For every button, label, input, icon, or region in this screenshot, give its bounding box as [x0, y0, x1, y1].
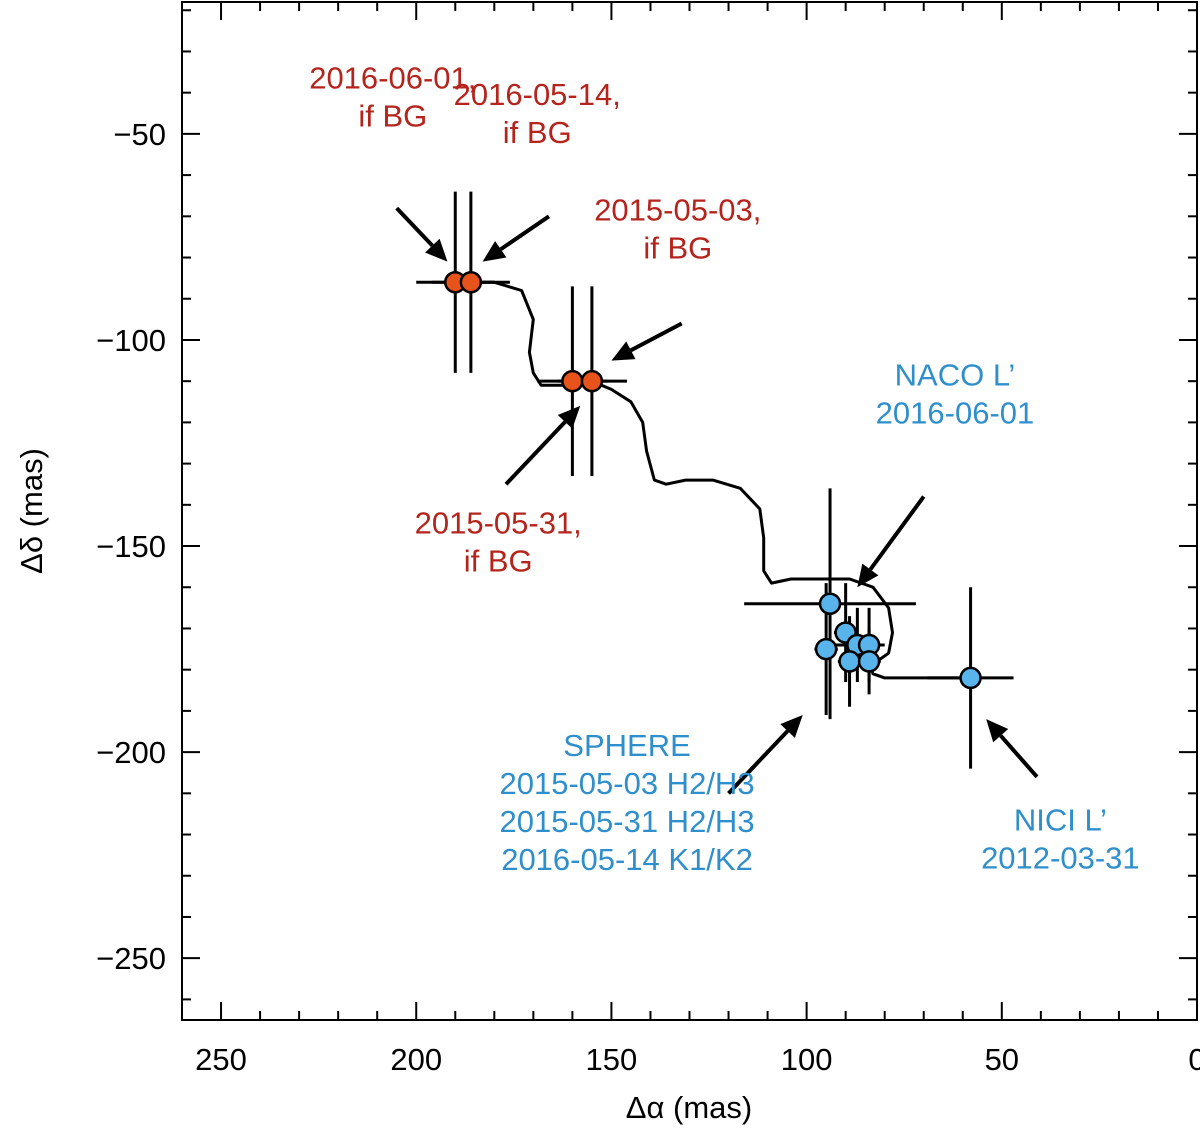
background-point	[459, 271, 483, 294]
y-axis-label: Δδ (mas)	[14, 448, 49, 574]
annotation-line: if BG	[358, 99, 427, 134]
detection-point	[857, 650, 881, 673]
annotation-arrow-head	[857, 563, 879, 588]
detection-point	[838, 650, 861, 673]
background-motion-track	[455, 280, 971, 680]
annotation-line: SPHERE	[563, 728, 690, 763]
annotation-line: 2016-05-14 K1/K2	[501, 842, 753, 877]
annotation-line: 2016-06-01,	[309, 61, 476, 96]
annotation-label: 2016-05-14, if BG	[454, 77, 621, 150]
annotation-line: 2016-05-14,	[454, 77, 621, 112]
detection-point	[818, 592, 842, 615]
annotation-label: NICI L’ 2012-03-31	[981, 802, 1140, 875]
y-tick-label: −200	[96, 735, 166, 770]
arrow-layer	[395, 206, 1039, 795]
annotation-arrow-shaft	[395, 206, 434, 248]
detection-point	[959, 666, 982, 690]
annotation-arrow-shaft	[629, 321, 683, 353]
background-point	[561, 369, 584, 393]
annotation-arrow-shaft	[504, 420, 567, 486]
annotation-label: 2015-05-31, if BG	[415, 506, 582, 579]
annotation-arrow-head	[425, 238, 448, 262]
annotation-line: 2015-05-31 H2/H3	[500, 804, 755, 839]
annotation-line: 2015-05-03 H2/H3	[500, 766, 755, 801]
y-tick-label: −150	[96, 529, 166, 564]
background-point	[580, 369, 604, 393]
annotation-arrow-head	[611, 341, 636, 361]
annotation-label: 2015-05-03, if BG	[594, 192, 761, 265]
annotation-arrow-shaft	[499, 214, 551, 251]
annotation-arrow-shaft	[868, 495, 926, 571]
annotation-label: SPHERE 2015-05-03 H2/H3 2015-05-31 H2/H3 20…	[500, 728, 755, 877]
annotation-line: NACO L’	[895, 357, 1016, 392]
annotation-line: 2015-05-03,	[594, 192, 761, 227]
annotation-line: if BG	[464, 544, 533, 579]
annotation-arrow-head	[557, 405, 581, 429]
background-track-layer	[455, 280, 971, 680]
annotation-line: 2016-06-01	[876, 395, 1035, 430]
x-tick-label: 250	[195, 1042, 247, 1077]
annotation-arrow-head	[780, 715, 803, 738]
annotation-arrow-shaft	[999, 734, 1039, 779]
annotation-arrow-shaft	[727, 729, 790, 795]
annotation-arrow-head	[482, 240, 507, 262]
annotation-line: 2012-03-31	[981, 840, 1140, 875]
annotation-label: 2016-06-01, if BG	[309, 61, 476, 134]
annotation-label: NACO L’ 2016-06-01	[876, 357, 1035, 430]
x-axis-label: Δα (mas)	[626, 1090, 752, 1125]
annotation-line: 2015-05-31,	[415, 506, 582, 541]
y-tick-label: −100	[96, 323, 166, 358]
x-tick-label: 50	[985, 1042, 1019, 1077]
y-tick-label: −50	[113, 117, 166, 152]
detection-point	[814, 637, 838, 661]
x-tick-label: 150	[586, 1042, 638, 1077]
x-tick-label: 200	[390, 1042, 442, 1077]
x-tick-label: 100	[781, 1042, 833, 1077]
data-point-layer	[444, 271, 982, 690]
annotation-arrow-head	[986, 719, 1009, 743]
x-tick-label: 0	[1188, 1042, 1200, 1077]
annotation-line: NICI L’	[1014, 802, 1107, 837]
y-tick-label: −250	[96, 941, 166, 976]
annotation-line: if BG	[643, 230, 712, 265]
tick-layer: 250 200 150 100 50 0 −50 −100 −150 −200 −250	[96, 2, 1200, 1077]
annotation-line: if BG	[503, 115, 572, 150]
